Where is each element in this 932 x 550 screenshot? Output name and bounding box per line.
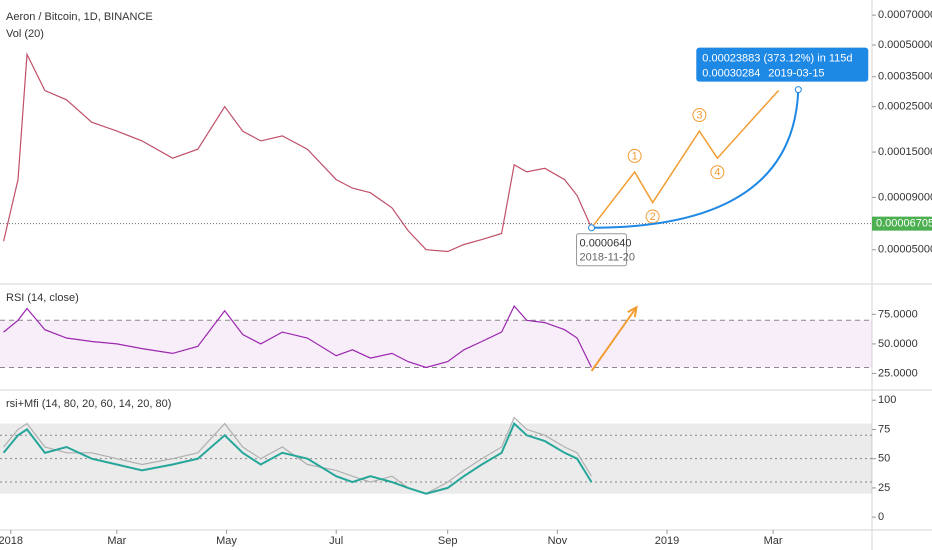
target-summary: 0.00023883 (373.12%) in 115d [702, 53, 852, 65]
target-box [696, 47, 869, 82]
wave-marker [710, 165, 725, 180]
y-tick-label: 0.00050000 [878, 39, 932, 51]
x-tick-label: Jul [329, 535, 343, 547]
y-tick-label: 0.00070000 [878, 9, 932, 21]
low-date: 2018-11-20 [580, 252, 635, 264]
target-arc [591, 89, 800, 229]
y-tick-label: 0.00035000 [878, 71, 932, 83]
target-value: 0.00030284 [702, 68, 760, 80]
wave-label: 3 [696, 109, 702, 121]
y-tick-label: 0.00025000 [878, 101, 932, 113]
y-tick-label: 100 [878, 394, 896, 406]
last-price-tag [872, 216, 932, 231]
pane-title: Aeron / Bitcoin, 1D, BINANCE [6, 11, 153, 23]
y-tick-label: 50.0000 [878, 338, 918, 350]
y-tick-label: 50 [878, 453, 890, 465]
series-line [3, 305, 593, 369]
projection-arrow [590, 306, 638, 372]
x-tick-label: May [216, 535, 237, 547]
low-value: 0.0000640 [580, 238, 632, 250]
series-line [3, 52, 593, 253]
y-tick-label: 75 [878, 423, 890, 435]
series-line [2, 421, 593, 495]
pane-subtitle: Vol (20) [6, 28, 44, 40]
series-line [3, 416, 593, 495]
y-tick-label: 25.0000 [878, 367, 918, 379]
pane-title: rsi+Mfi (14, 80, 20, 60, 14, 20, 80) [6, 398, 171, 410]
y-tick-label: 25 [878, 482, 890, 494]
x-tick-label: Sep [438, 535, 458, 547]
x-tick-label: Nov [548, 535, 568, 547]
wave-marker [627, 148, 642, 163]
wave-path [590, 89, 780, 229]
last-price-label: 0.00006705 [876, 218, 932, 230]
y-tick-label: 0.00009000 [878, 191, 932, 203]
low-point [588, 224, 596, 232]
low-box [576, 233, 628, 267]
x-tick-label: 2018 [0, 535, 23, 547]
x-tick-label: 2019 [655, 535, 679, 547]
y-tick-label: 75.0000 [878, 308, 918, 320]
y-tick-label: 0.00015000 [878, 146, 932, 158]
pane-title: RSI (14, close) [6, 292, 79, 304]
target-point [794, 86, 802, 94]
wave-marker [692, 108, 707, 123]
y-tick-label: 0 [878, 511, 884, 523]
x-tick-label: Mar [107, 535, 126, 547]
wave-label: 4 [714, 167, 720, 179]
target-date: 2019-03-15 [768, 68, 824, 80]
wave-label: 1 [632, 150, 638, 162]
y-tick-label: 0.00005000 [878, 244, 932, 256]
arrow-head [627, 305, 638, 318]
x-tick-label: Mar [764, 535, 783, 547]
band [0, 320, 872, 368]
wave-label: 2 [650, 211, 656, 223]
